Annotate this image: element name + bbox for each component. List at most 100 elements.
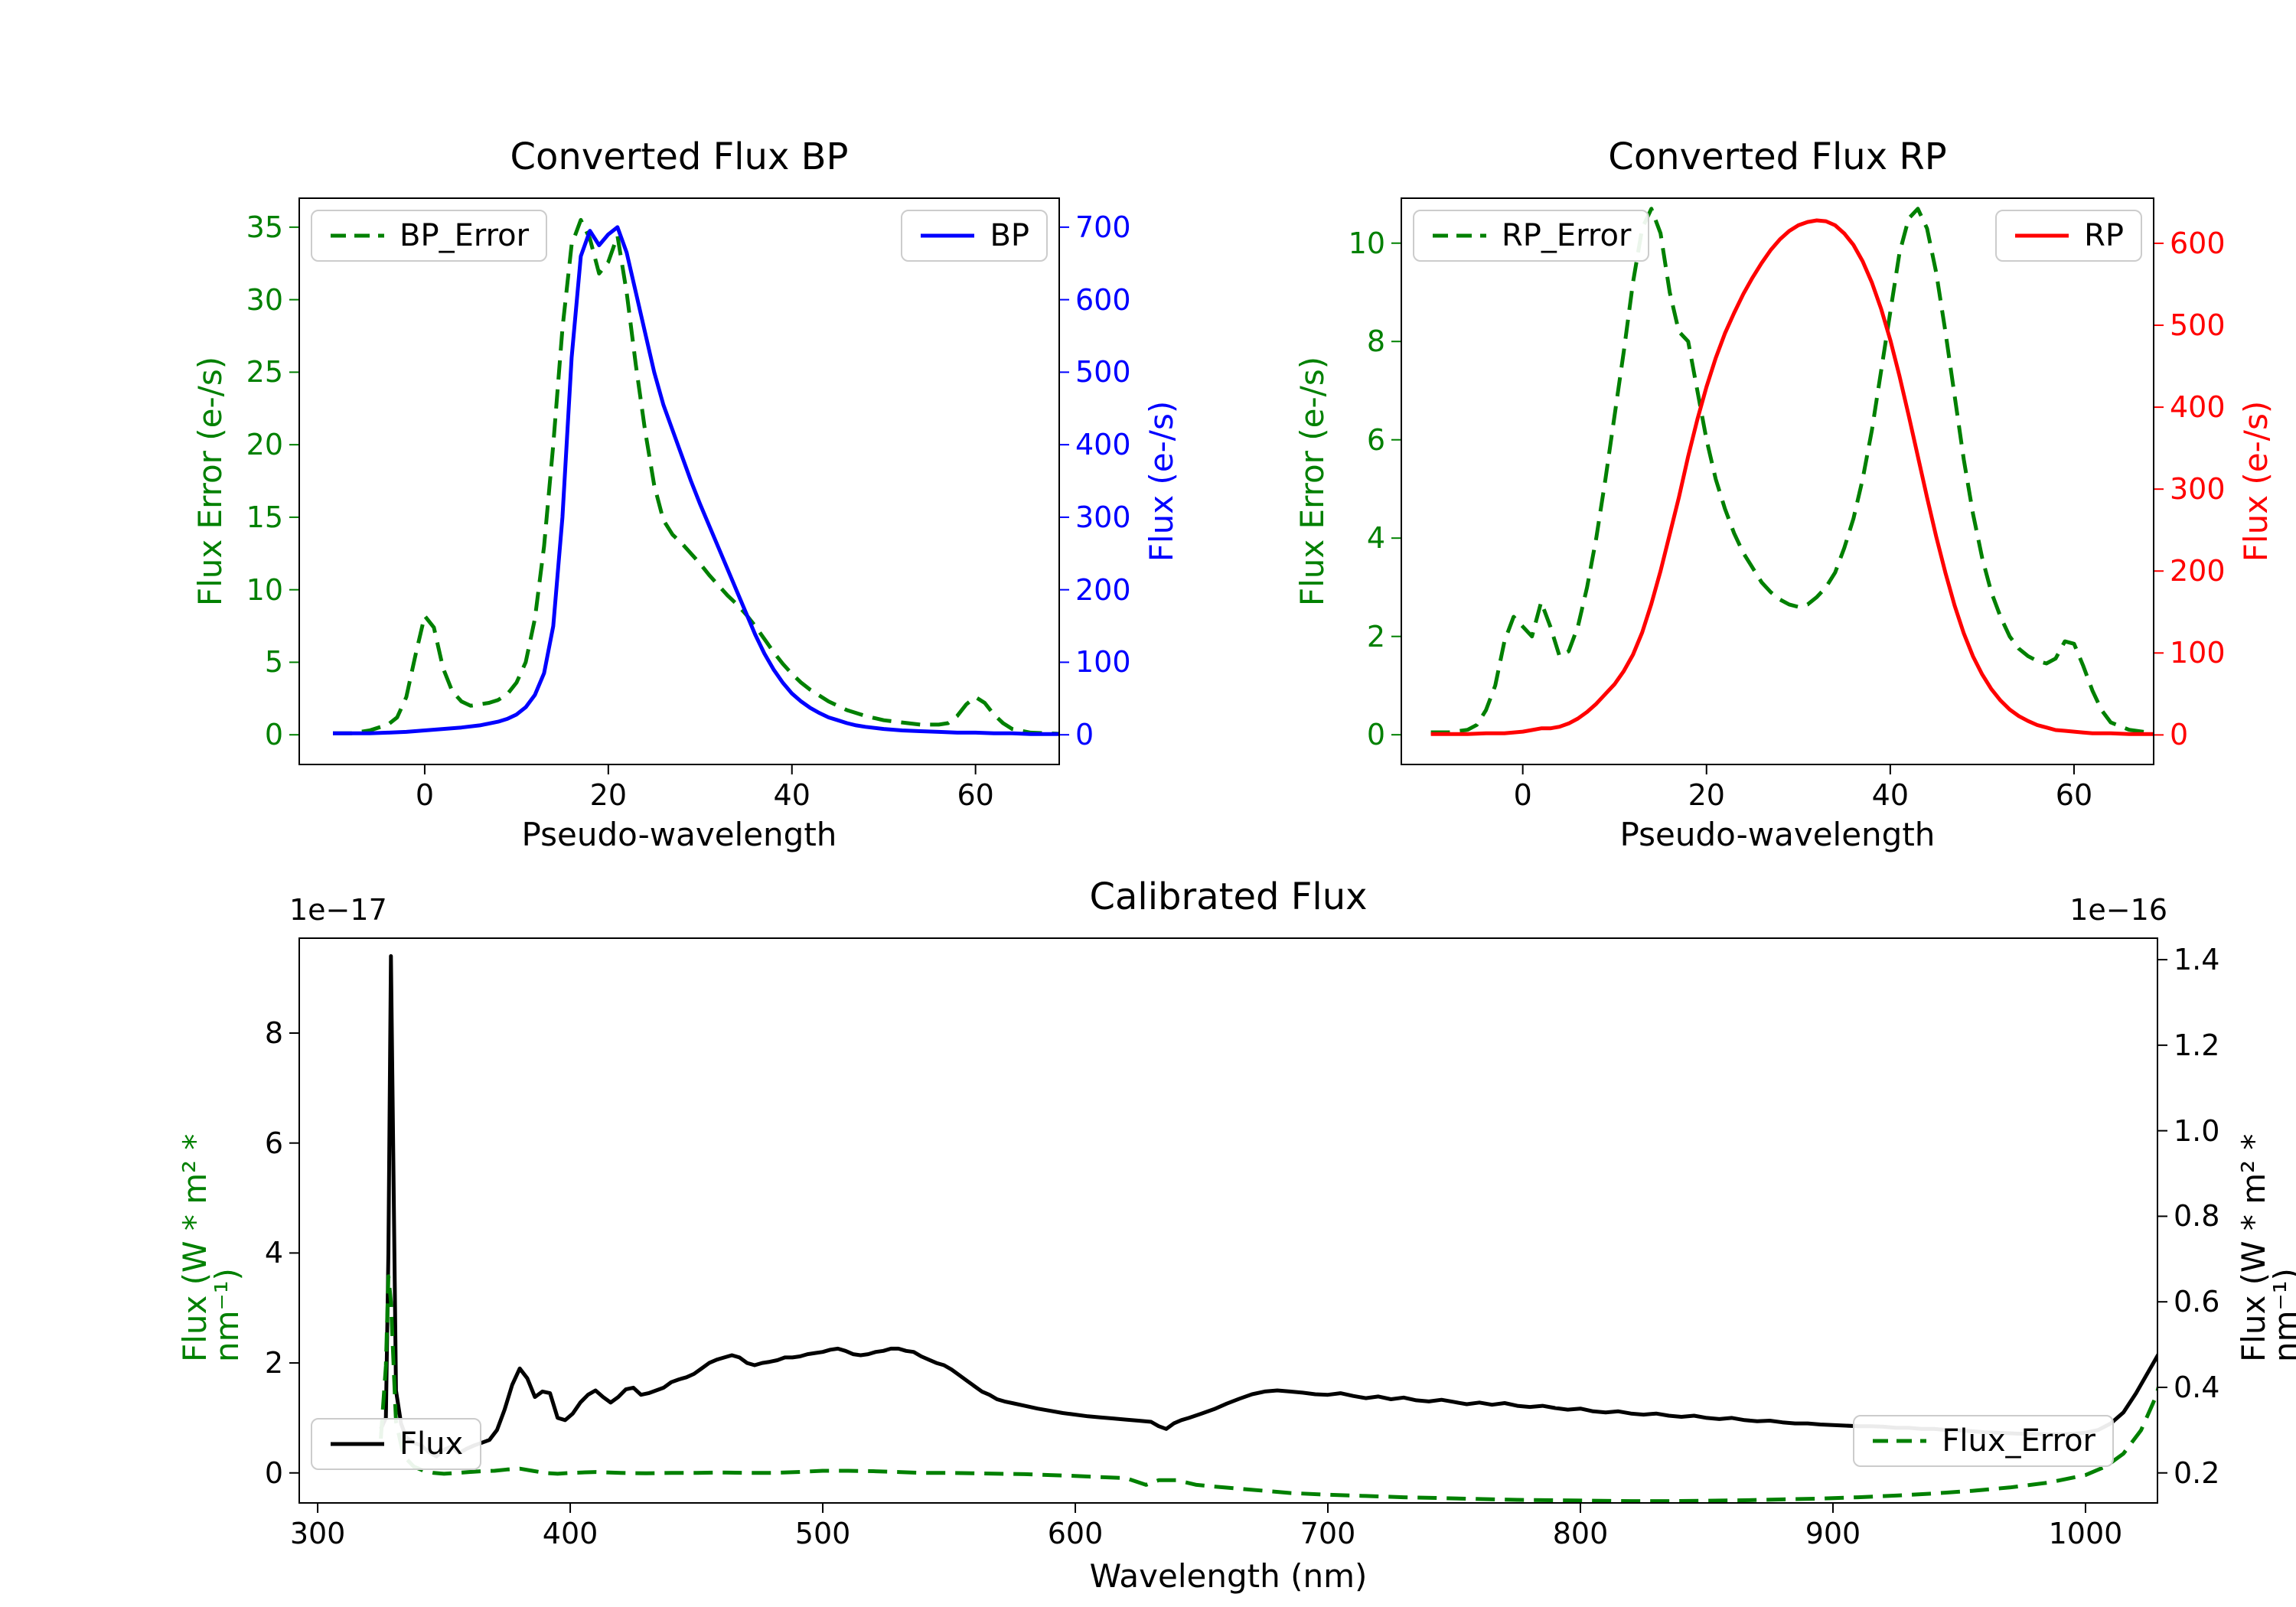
x-axis-label: Pseudo-wavelength <box>1619 816 1936 853</box>
y-tick-label-right: 700 <box>1075 210 1131 244</box>
y-tick-label-right: 0.4 <box>2174 1370 2220 1404</box>
legend-line-sample <box>331 233 384 238</box>
y-tick-label-right: 300 <box>1075 500 1131 534</box>
x-tick-label: 0 <box>415 778 435 812</box>
y-tick-label-left: 5 <box>264 645 283 680</box>
y-tick-label-right: 200 <box>2170 554 2226 588</box>
legend-label: Flux_Error <box>1942 1423 2095 1459</box>
y-axis-label-right: Flux (W * m² * nm⁻¹) <box>2235 1133 2296 1362</box>
x-tick-label: 20 <box>589 778 628 812</box>
series-line-BP_Error <box>333 217 1060 736</box>
x-tick-label: 60 <box>2055 778 2093 812</box>
y-tick-label-right: 600 <box>2170 226 2226 260</box>
y-tick-label-right: 100 <box>2170 636 2226 670</box>
y-axis-label-right: Flux (e-/s) <box>2237 400 2275 562</box>
legend-bp-error: BP_Error <box>311 210 548 262</box>
series-line-RP_Error <box>1430 207 2154 735</box>
x-tick-label: 20 <box>1688 778 1725 812</box>
legend-line-sample <box>2015 233 2069 238</box>
y-tick-label-right: 0 <box>1075 718 1094 752</box>
chart-title: Converted Flux BP <box>510 135 849 179</box>
x-tick-label: 700 <box>1300 1517 1356 1550</box>
y-tick-label-left: 30 <box>246 282 283 317</box>
x-tick-label: 0 <box>1513 778 1532 812</box>
y-tick-label-left: 6 <box>1366 422 1385 457</box>
legend-bp: BP <box>901 210 1048 262</box>
x-tick-label: 400 <box>542 1517 598 1550</box>
y-tick-label-right: 200 <box>1075 572 1131 607</box>
y-tick-label-right: 0.2 <box>2174 1455 2220 1490</box>
y-tick-label-right: 100 <box>1075 645 1131 680</box>
legend-flux: Flux <box>311 1418 482 1470</box>
x-tick-label: 40 <box>773 778 810 812</box>
x-tick-label: 500 <box>794 1517 851 1550</box>
legend-label: RP_Error <box>1502 218 1632 253</box>
y-tick-label-left: 0 <box>264 718 283 752</box>
x-axis-label: Wavelength (nm) <box>1089 1557 1368 1595</box>
x-tick-label: 1000 <box>2048 1517 2123 1550</box>
plot-area <box>1391 197 2164 774</box>
legend-rp-error: RP_Error <box>1413 210 1650 262</box>
x-tick-label: 40 <box>1871 778 1910 812</box>
plot-area <box>289 937 2167 1513</box>
y-tick-label-right: 1.0 <box>2174 1113 2220 1148</box>
legend-rp: RP <box>1995 210 2142 262</box>
axes-spines <box>1401 197 2154 765</box>
legend-label: BP <box>990 218 1029 253</box>
y-tick-label-left: 35 <box>246 210 283 244</box>
axes-spines <box>298 937 2158 1504</box>
y-tick-label-left: 10 <box>246 572 283 607</box>
y-tick-label-right: 300 <box>2170 472 2226 507</box>
chart-title: Calibrated Flux <box>1089 875 1368 919</box>
y-tick-label-right: 0.8 <box>2174 1199 2220 1234</box>
axes-spines <box>298 197 1060 765</box>
legend-label: BP_Error <box>400 218 530 253</box>
y-tick-label-left: 25 <box>246 355 283 390</box>
legend-line-sample <box>331 1442 384 1446</box>
x-tick-label: 800 <box>1552 1517 1609 1550</box>
y-axis-label-left: Flux Error (e-/s) <box>1293 356 1331 607</box>
axis-offset-left: 1e−17 <box>289 893 387 927</box>
legend-line-sample <box>1433 233 1486 238</box>
y-tick-label-right: 400 <box>1075 428 1131 462</box>
chart-title: Converted Flux RP <box>1608 135 1947 179</box>
y-tick-label-left: 2 <box>264 1346 283 1380</box>
legend-line-sample <box>1873 1439 1927 1443</box>
y-tick-label-right: 1.2 <box>2174 1028 2220 1062</box>
y-tick-label-right: 0.6 <box>2174 1285 2220 1319</box>
y-axis-label-left: Flux Error (e-/s) <box>191 356 229 607</box>
series-line-Flux <box>379 953 2158 1459</box>
y-tick-label-left: 0 <box>264 1455 283 1490</box>
y-tick-label-left: 2 <box>1366 619 1385 654</box>
y-tick-label-right: 1.4 <box>2174 943 2220 977</box>
y-tick-label-right: 500 <box>1075 355 1131 390</box>
y-axis-label-left: Flux (W * m² * nm⁻¹) <box>176 1133 246 1362</box>
plot-area <box>289 197 1069 774</box>
y-tick-label-left: 8 <box>264 1016 283 1050</box>
y-tick-label-left: 0 <box>1366 718 1385 752</box>
legend-label: Flux <box>400 1426 464 1462</box>
y-tick-label-left: 15 <box>246 500 283 534</box>
x-tick-label: 60 <box>957 778 994 812</box>
y-tick-label-left: 10 <box>1348 226 1385 260</box>
series-line-RP <box>1430 218 2154 736</box>
legend-flux-error: Flux_Error <box>1853 1415 2114 1467</box>
y-tick-label-right: 500 <box>2170 308 2226 343</box>
y-tick-label-left: 8 <box>1366 324 1385 359</box>
legend-line-sample <box>921 233 975 238</box>
chart-converted-flux-rp: Converted Flux RP Flux Error (e-/s) Flux… <box>1293 137 2275 853</box>
axis-offset-right: 1e−16 <box>2069 893 2167 927</box>
y-tick-label-right: 600 <box>1075 282 1131 317</box>
x-axis-label: Pseudo-wavelength <box>521 816 837 853</box>
chart-calibrated-flux: Calibrated Flux 1e−17 1e−16 Flux (W * m²… <box>176 877 2296 1595</box>
series-line-BP <box>333 225 1060 736</box>
y-tick-label-left: 4 <box>264 1236 283 1270</box>
series-line-Flux_Error <box>379 1274 2158 1504</box>
y-tick-label-left: 20 <box>246 428 283 462</box>
legend-label: RP <box>2084 218 2124 253</box>
chart-converted-flux-bp: Converted Flux BP Flux Error (e-/s) Flux… <box>191 137 1180 853</box>
y-axis-label-right: Flux (e-/s) <box>1143 400 1180 562</box>
y-tick-label-right: 0 <box>2170 718 2189 752</box>
y-tick-label-left: 4 <box>1366 521 1385 556</box>
